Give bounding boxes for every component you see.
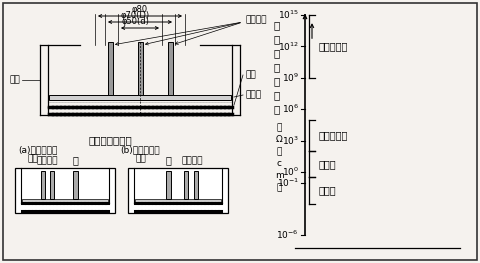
- Text: 電極の接続方法: 電極の接続方法: [88, 135, 132, 145]
- Bar: [135, 199, 221, 202]
- Text: ＋: ＋: [165, 155, 171, 165]
- Text: 試験片: 試験片: [245, 90, 261, 99]
- Text: 金属製環: 金属製環: [245, 16, 266, 24]
- Text: Ω: Ω: [276, 135, 282, 144]
- Text: φ70(D): φ70(D): [120, 11, 150, 20]
- Text: 電気絶縁体: 電気絶縁体: [319, 42, 348, 52]
- Bar: [184, 171, 188, 199]
- Text: 導電性プラ: 導電性プラ: [319, 130, 348, 140]
- Text: －ガード: －ガード: [181, 156, 203, 165]
- Text: 積: 積: [274, 34, 280, 44]
- Text: 試験: 試験: [28, 154, 39, 163]
- Text: 有: 有: [274, 62, 280, 72]
- Text: $10^{0}$: $10^{0}$: [282, 166, 299, 178]
- Text: c: c: [276, 159, 281, 169]
- Bar: [128, 168, 228, 213]
- Text: －ガード: －ガード: [36, 156, 58, 165]
- Bar: [166, 171, 171, 199]
- Text: φ50(d): φ50(d): [121, 17, 149, 26]
- Text: φ80: φ80: [132, 5, 148, 14]
- Text: 半導体: 半導体: [319, 159, 336, 169]
- Bar: [50, 171, 54, 199]
- Text: 導電体: 導電体: [319, 185, 336, 195]
- Text: 体: 体: [274, 20, 280, 30]
- Text: 固: 固: [274, 48, 280, 58]
- Text: $10^{15}$: $10^{15}$: [278, 9, 299, 21]
- Text: ＋: ＋: [72, 155, 78, 165]
- Text: 容器: 容器: [9, 75, 20, 84]
- Bar: [73, 171, 78, 199]
- Bar: [49, 95, 231, 100]
- Text: 水銀: 水銀: [245, 70, 256, 79]
- Bar: [15, 168, 115, 213]
- Text: ・: ・: [276, 148, 282, 156]
- Text: 試験: 試験: [135, 154, 146, 163]
- Bar: [138, 42, 143, 95]
- Bar: [168, 42, 173, 95]
- Text: $10^{-6}$: $10^{-6}$: [276, 229, 299, 241]
- Text: (a)体積抵抗率: (a)体積抵抗率: [18, 145, 58, 154]
- Text: $10^{6}$: $10^{6}$: [282, 103, 299, 115]
- Bar: [108, 42, 113, 95]
- Bar: [41, 171, 45, 199]
- Text: $10^{12}$: $10^{12}$: [278, 40, 299, 53]
- Text: (b)表面抵抗率: (b)表面抵抗率: [120, 145, 160, 154]
- Text: $10^{3}$: $10^{3}$: [282, 134, 299, 147]
- Bar: [22, 199, 108, 202]
- Text: $10^{9}$: $10^{9}$: [282, 72, 299, 84]
- Text: 抵: 抵: [274, 76, 280, 86]
- Text: m: m: [275, 171, 283, 180]
- Text: 率: 率: [274, 104, 280, 114]
- Text: $10^{-1}$: $10^{-1}$: [276, 176, 299, 189]
- Text: （: （: [276, 124, 282, 133]
- Bar: [194, 171, 198, 199]
- Text: ）: ）: [276, 184, 282, 193]
- Text: 抗: 抗: [274, 90, 280, 100]
